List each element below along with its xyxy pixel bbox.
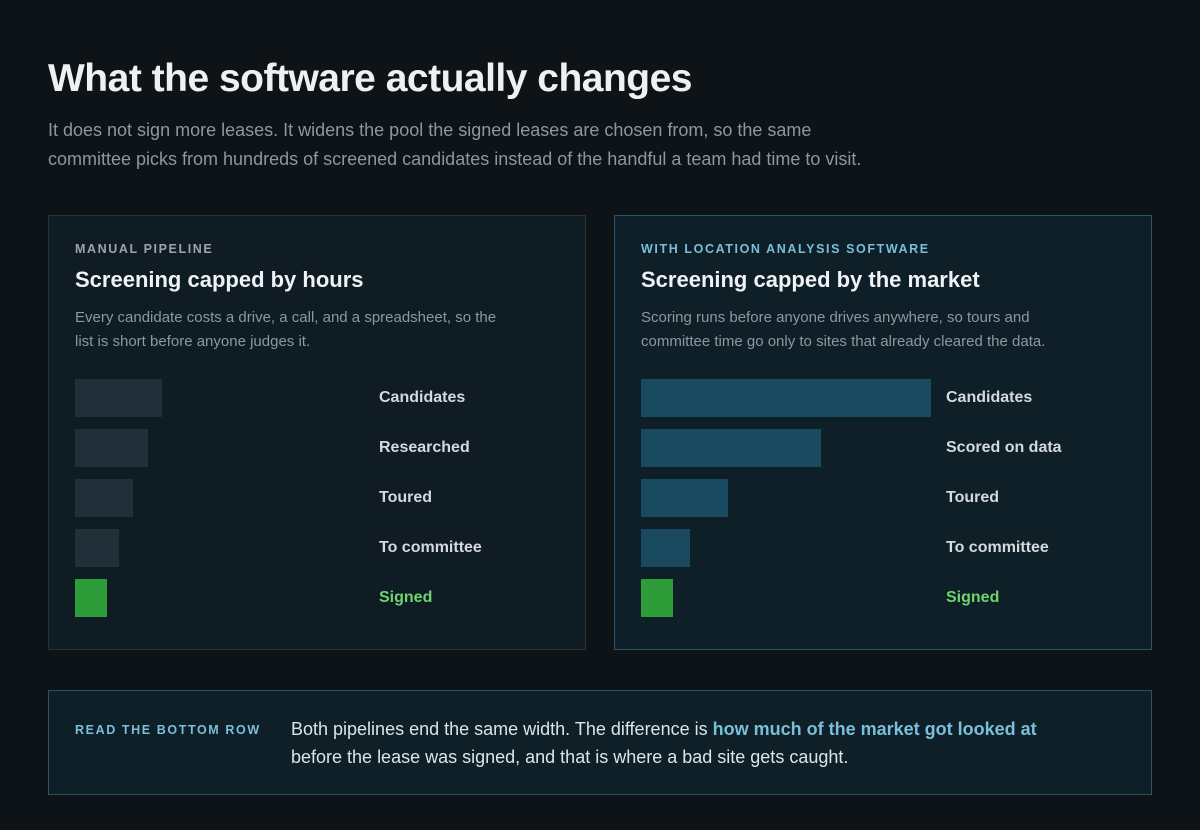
software-stage-row: Candidates <box>641 379 1131 429</box>
manual-stage-label: To committee <box>379 539 482 556</box>
software-stage-bar <box>641 529 690 567</box>
manual-stage-row: Signed <box>75 579 565 629</box>
software-pipeline-panel: WITH LOCATION ANALYSIS SOFTWARE Screenin… <box>614 215 1152 650</box>
manual-desc-line-1: Every candidate costs a drive, a call, a… <box>75 309 497 326</box>
software-stage-label: Scored on data <box>946 439 1062 456</box>
manual-eyebrow: MANUAL PIPELINE <box>75 242 214 256</box>
software-desc-line-2: committee time go only to sites that alr… <box>641 332 1046 350</box>
manual-stage-row: Researched <box>75 429 565 479</box>
software-stage-label: To committee <box>946 539 1049 556</box>
page-intro: It does not sign more leases. It widens … <box>48 116 1008 173</box>
software-stage-label: Candidates <box>946 389 1033 406</box>
manual-funnel: Candidates Researched Toured To committe… <box>75 379 565 629</box>
callout-text: Both pipelines end the same width. The d… <box>291 715 1131 771</box>
callout-highlight: how much of the market got looked at <box>712 719 1037 739</box>
callout-text-before: Both pipelines end the same width. The d… <box>291 719 713 739</box>
software-stage-bar <box>641 429 821 467</box>
software-signed-bar <box>641 579 673 617</box>
software-description: Scoring runs before anyone drives anywhe… <box>641 306 1131 353</box>
software-funnel: Candidates Scored on data Toured To comm… <box>641 379 1131 629</box>
manual-pipeline-panel: MANUAL PIPELINE Screening capped by hour… <box>48 215 586 650</box>
page-title: What the software actually changes <box>48 57 693 100</box>
manual-description: Every candidate costs a drive, a call, a… <box>75 306 565 353</box>
software-signed-label: Signed <box>946 589 1000 606</box>
manual-stage-row: Candidates <box>75 379 565 429</box>
software-stage-bar <box>641 479 728 517</box>
software-stage-row: Toured <box>641 479 1131 529</box>
intro-line-1: It does not sign more leases. It widens … <box>48 120 812 140</box>
manual-signed-bar <box>75 579 107 617</box>
bottom-row-callout: READ THE BOTTOM ROW Both pipelines end t… <box>48 690 1152 795</box>
manual-stage-row: To committee <box>75 529 565 579</box>
callout-text-after: before the lease was signed, and that is… <box>291 747 849 767</box>
software-stage-label: Toured <box>946 489 1000 506</box>
manual-stage-label: Candidates <box>379 389 466 406</box>
software-title: Screening capped by the market <box>641 267 980 292</box>
manual-stage-bar <box>75 529 119 567</box>
manual-desc-line-2: list is short before anyone judges it. <box>75 332 311 350</box>
software-stage-row: Signed <box>641 579 1131 629</box>
manual-stage-label: Researched <box>379 439 470 456</box>
manual-title: Screening capped by hours <box>75 267 364 292</box>
manual-signed-label: Signed <box>379 589 433 606</box>
software-stage-row: To committee <box>641 529 1131 579</box>
software-stage-bar <box>641 379 931 417</box>
manual-stage-row: Toured <box>75 479 565 529</box>
manual-stage-bar <box>75 379 162 417</box>
manual-stage-label: Toured <box>379 489 433 506</box>
intro-line-2: committee picks from hundreds of screene… <box>48 148 862 169</box>
callout-tag: READ THE BOTTOM ROW <box>75 723 261 737</box>
software-desc-line-1: Scoring runs before anyone drives anywhe… <box>641 309 1030 326</box>
software-eyebrow: WITH LOCATION ANALYSIS SOFTWARE <box>641 242 930 256</box>
manual-stage-bar <box>75 429 148 467</box>
software-stage-row: Scored on data <box>641 429 1131 479</box>
manual-stage-bar <box>75 479 133 517</box>
